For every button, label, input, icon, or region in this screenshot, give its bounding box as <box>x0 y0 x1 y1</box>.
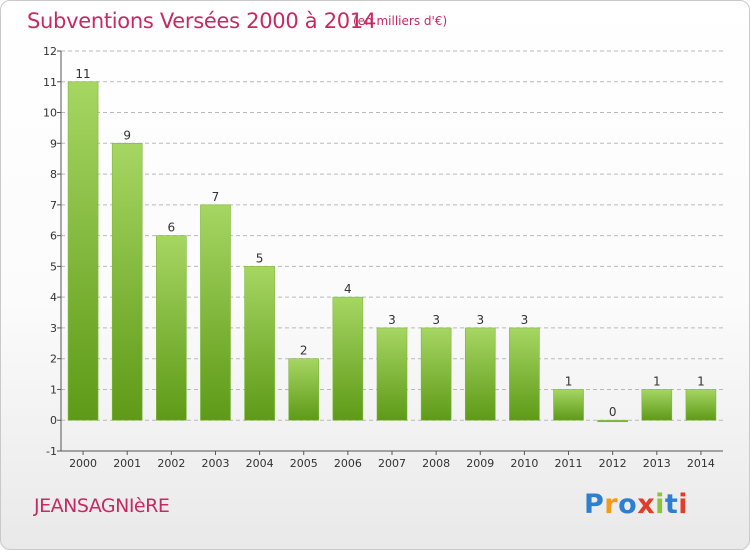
y-tick-label: 6 <box>50 230 57 243</box>
x-tick-label: 2011 <box>555 457 583 470</box>
bar-value-label: 6 <box>168 221 176 235</box>
y-tick-label: 2 <box>50 353 57 366</box>
logo-letter: x <box>637 489 656 520</box>
y-tick-label: 9 <box>50 137 57 150</box>
bar <box>67 81 99 421</box>
bar <box>553 389 584 421</box>
bar-value-label: 3 <box>476 313 484 327</box>
y-tick-label: 11 <box>43 76 57 89</box>
bar <box>685 389 717 421</box>
logo-letter: i <box>678 489 689 520</box>
bar <box>111 143 143 421</box>
x-tick-label: 2013 <box>643 457 671 470</box>
logo-letter: t <box>664 489 679 520</box>
y-tick-label: 10 <box>43 107 57 120</box>
bar-value-label: 2 <box>300 344 308 358</box>
x-tick-label: 2003 <box>201 457 229 470</box>
y-tick-label: 0 <box>50 414 57 427</box>
bar-value-label: 11 <box>75 67 90 81</box>
x-tick-label: 2005 <box>290 457 318 470</box>
bar <box>420 327 452 421</box>
y-tick-label: 8 <box>50 168 57 181</box>
x-tick-label: 2004 <box>246 457 274 470</box>
bar-value-label: 3 <box>521 313 529 327</box>
logo-letter: P <box>584 489 605 520</box>
x-tick-label: 2012 <box>599 457 627 470</box>
bar <box>156 235 187 421</box>
units-note: (en milliers d'€) <box>353 14 448 28</box>
logo-letter: r <box>604 489 619 520</box>
bar <box>509 327 540 421</box>
bar-value-label: 9 <box>123 128 131 142</box>
bar-value-label: 1 <box>653 374 661 388</box>
x-tick-label: 2009 <box>466 457 494 470</box>
y-tick-label: 4 <box>50 291 57 304</box>
bar <box>464 327 496 421</box>
bar <box>332 296 364 421</box>
x-tick-label: 2014 <box>687 457 715 470</box>
x-tick-label: 2010 <box>510 457 538 470</box>
bar-value-label: 5 <box>256 251 264 265</box>
place-name: JEANSAGNIèRE <box>34 495 170 517</box>
bar-value-label: 0 <box>609 405 617 419</box>
bar-value-label: 1 <box>697 374 705 388</box>
logo-letter: o <box>618 489 638 520</box>
bar <box>200 204 231 421</box>
bar-value-label: 1 <box>565 374 573 388</box>
y-tick-label: 1 <box>50 383 57 396</box>
y-tick-label: 7 <box>50 199 57 212</box>
bar <box>641 389 673 421</box>
bar <box>597 419 628 423</box>
bar-value-label: 3 <box>388 313 396 327</box>
proxiti-logo: Proxiti <box>584 489 688 520</box>
x-tick-label: 2008 <box>422 457 450 470</box>
y-tick-label: -1 <box>46 445 57 458</box>
x-tick-label: 2000 <box>69 457 97 470</box>
bar-value-label: 3 <box>432 313 440 327</box>
chart-title: Subventions Versées 2000 à 2014 <box>27 9 376 33</box>
y-tick-label: 12 <box>43 45 57 58</box>
x-tick-label: 2006 <box>334 457 362 470</box>
bar <box>376 327 408 421</box>
x-tick-label: 2002 <box>157 457 185 470</box>
x-tick-label: 2007 <box>378 457 406 470</box>
bar <box>288 358 320 421</box>
bar-value-label: 7 <box>212 190 220 204</box>
logo-letter: i <box>655 489 665 520</box>
y-tick-label: 5 <box>50 260 57 273</box>
y-tick-label: 3 <box>50 322 57 335</box>
bar <box>244 266 275 421</box>
x-tick-label: 2001 <box>113 457 141 470</box>
bar-value-label: 4 <box>344 282 352 296</box>
